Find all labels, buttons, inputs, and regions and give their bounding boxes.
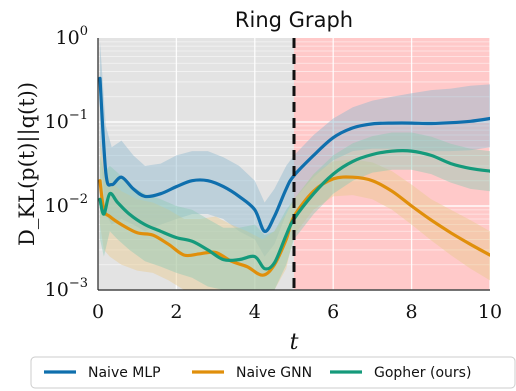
y-tick-label: 10−2 bbox=[45, 192, 88, 217]
line-series-0 bbox=[98, 76, 490, 233]
x-tick-label: 10 bbox=[478, 301, 502, 323]
y-tick-labels: 100 10−1 10−2 10−3 bbox=[45, 24, 88, 301]
x-axis-label: t bbox=[290, 330, 299, 355]
x-tick-label: 0 bbox=[92, 301, 104, 323]
x-tick-label: 4 bbox=[249, 301, 261, 323]
series-lines bbox=[98, 76, 490, 277]
y-tick-label: 10−1 bbox=[45, 108, 88, 133]
line-series-1 bbox=[98, 175, 490, 277]
y-tick-label: 10−3 bbox=[45, 276, 88, 301]
x-tick-labels: 0 2 4 6 8 10 bbox=[92, 301, 502, 323]
band-series-0 bbox=[100, 41, 490, 257]
y-tick-label: 100 bbox=[56, 24, 88, 49]
y-axis-label: D_KL(p(t)||q(t)) bbox=[15, 82, 40, 246]
x-tick-label: 2 bbox=[170, 301, 182, 323]
axes bbox=[97, 38, 490, 291]
train-region bbox=[98, 38, 294, 290]
legend: Naive MLP Naive GNN Gopher (ours) bbox=[30, 356, 516, 389]
x-tick-label: 8 bbox=[406, 301, 418, 323]
legend-frame bbox=[30, 356, 516, 389]
legend-label: Naive GNN bbox=[236, 365, 312, 381]
chart-title: Ring Graph bbox=[235, 8, 353, 32]
legend-label: Gopher (ours) bbox=[374, 365, 471, 381]
legend-label: Naive MLP bbox=[88, 365, 161, 381]
x-tick-label: 6 bbox=[327, 301, 339, 323]
band-series-2 bbox=[100, 132, 490, 290]
line-series-2 bbox=[98, 149, 490, 271]
